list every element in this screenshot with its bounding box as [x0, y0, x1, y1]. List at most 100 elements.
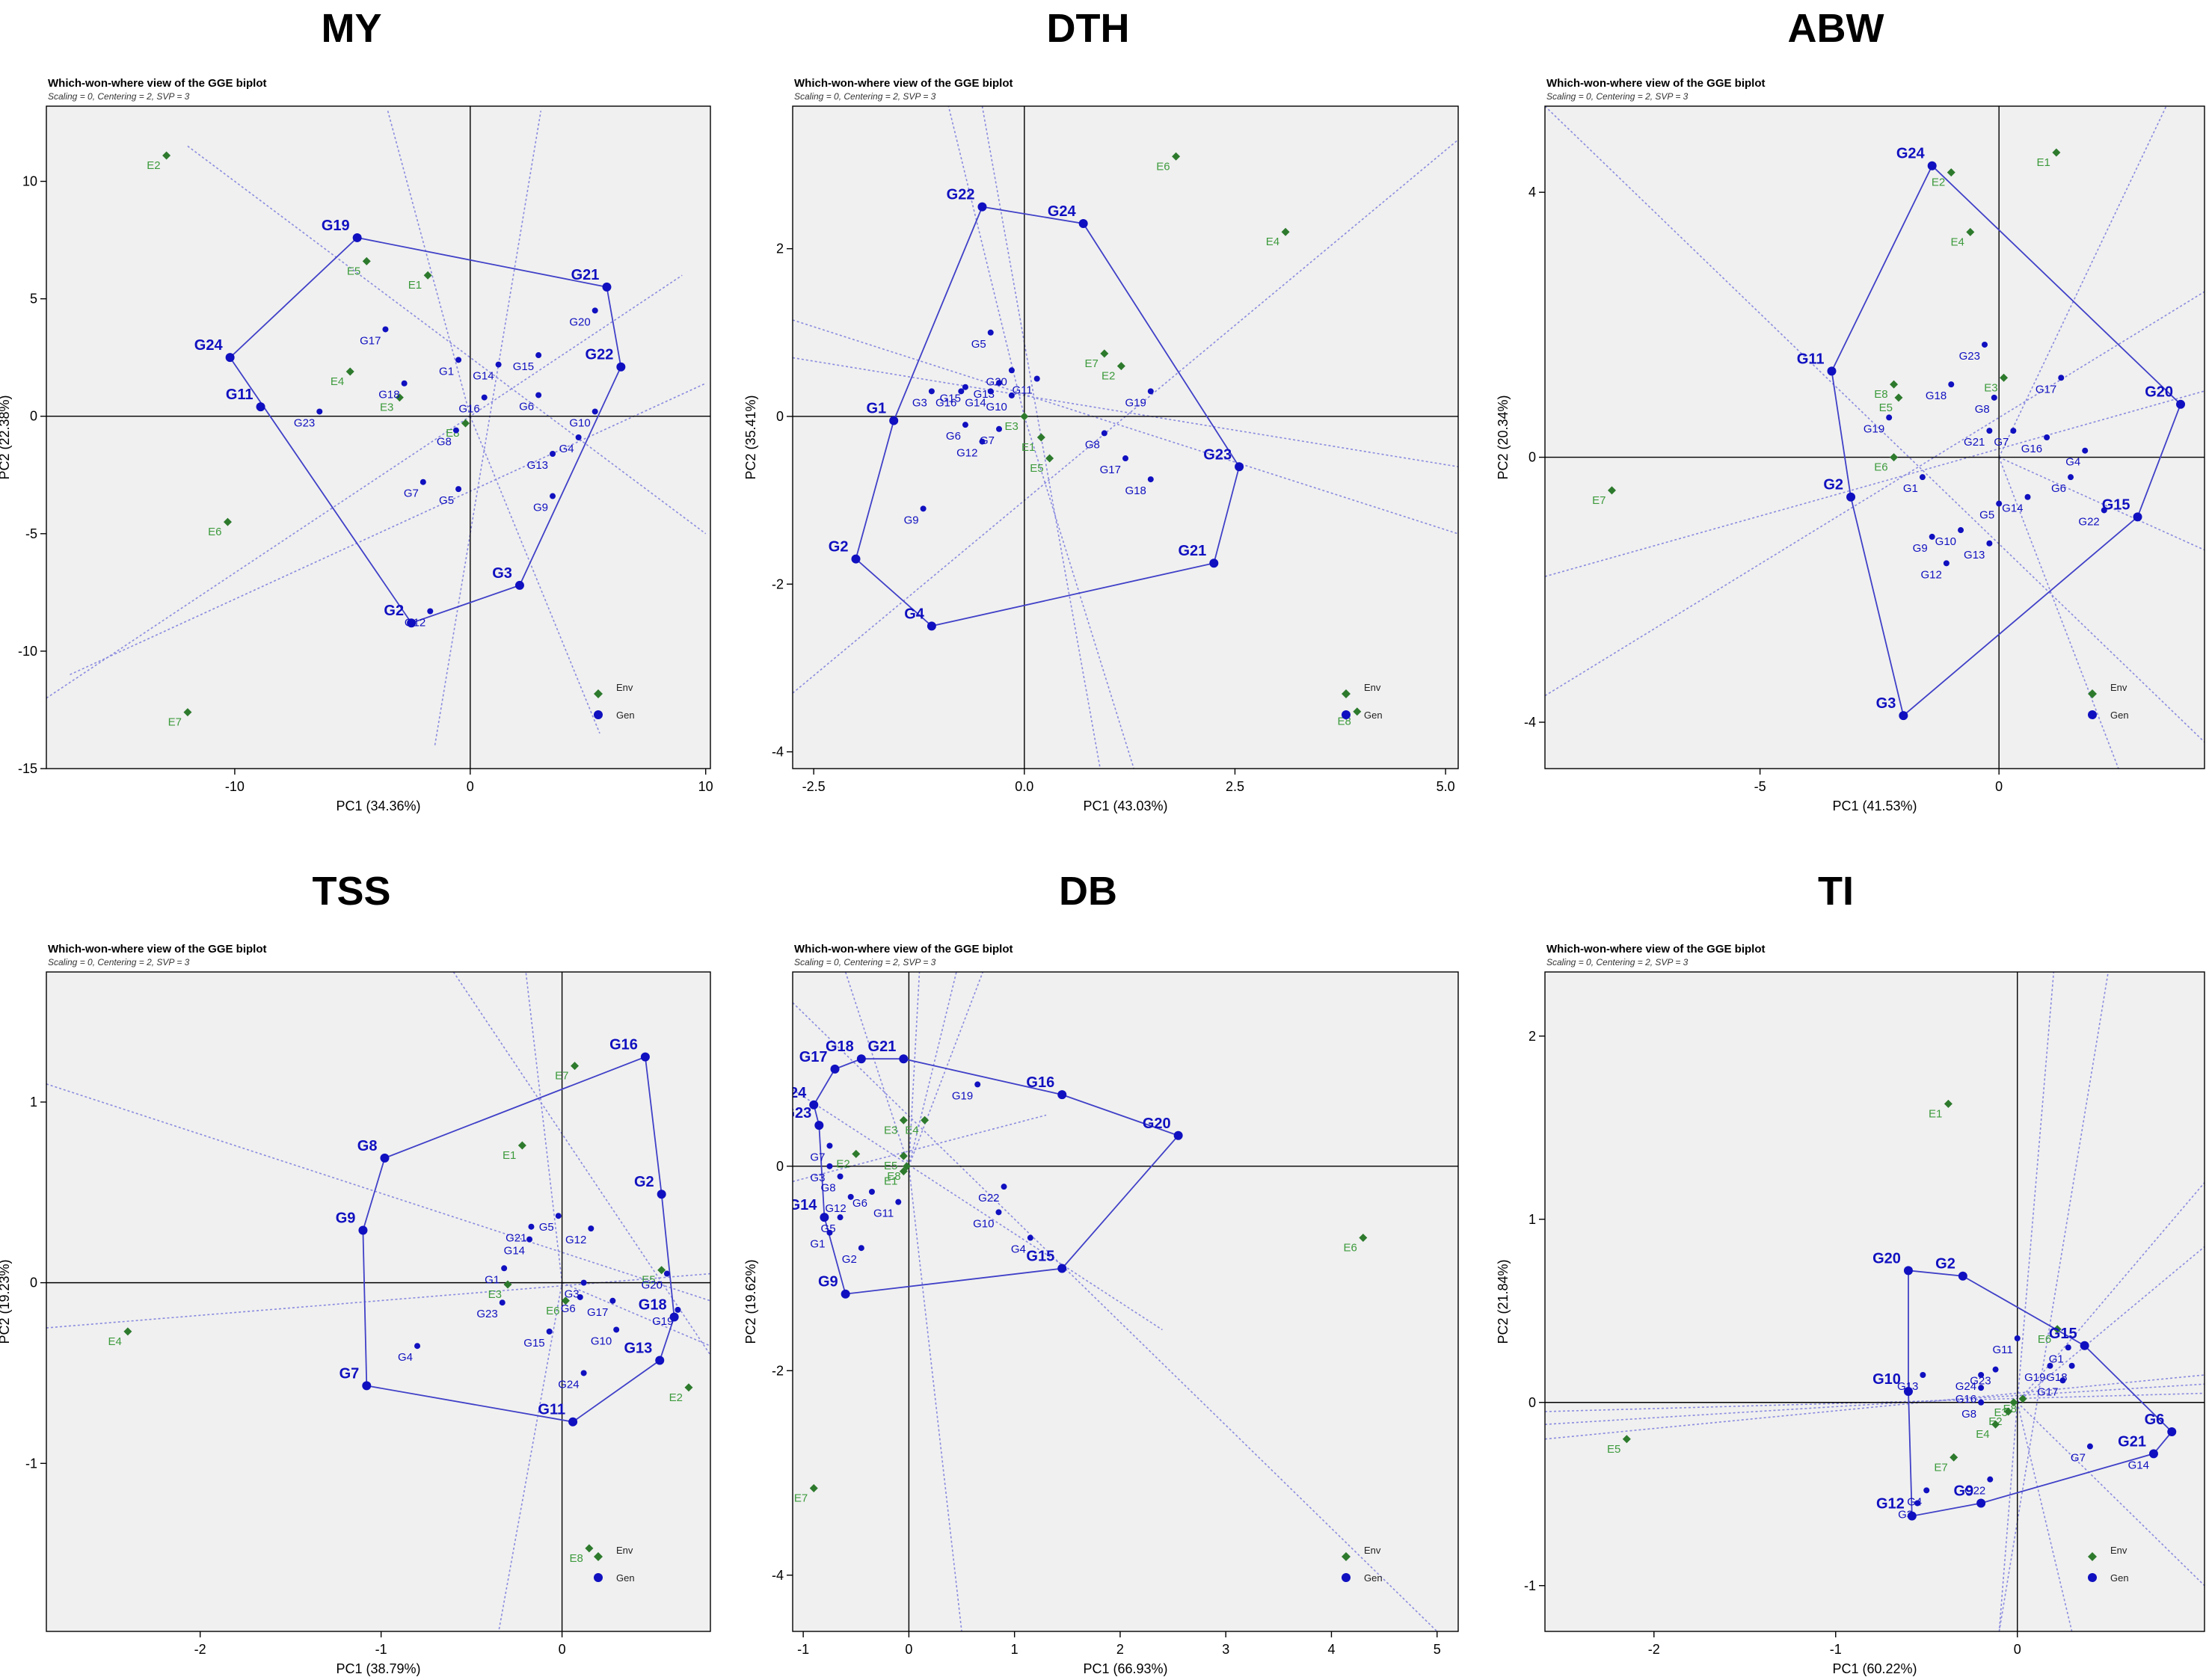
- env-label: E3: [1004, 420, 1018, 433]
- gen-marker: [499, 1299, 506, 1306]
- gen-label: G8: [1961, 1408, 1976, 1421]
- env-label: E5: [884, 1160, 897, 1172]
- x-tick-label: 0: [2014, 1642, 2021, 1657]
- gen-marker: [820, 1213, 829, 1222]
- gen-label: G6: [519, 400, 534, 413]
- gen-marker: [535, 352, 542, 359]
- gen-label: G18: [826, 1039, 854, 1055]
- gen-marker: [889, 416, 899, 425]
- gen-label: G5: [1979, 509, 1994, 522]
- env-label: E4: [1950, 236, 1964, 248]
- env-label: E5: [642, 1274, 655, 1287]
- y-axis-label: PC2 (19.62%): [743, 1259, 758, 1344]
- gen-label: G5: [439, 494, 454, 507]
- gen-marker: [580, 1279, 587, 1286]
- env-label: E5: [1607, 1443, 1620, 1456]
- gen-marker: [2065, 1344, 2071, 1351]
- gen-label: G12: [825, 1202, 846, 1215]
- env-label: E6: [1874, 461, 1887, 474]
- y-axis-label: PC2 (19.23%): [0, 1259, 12, 1344]
- gen-marker: [962, 384, 968, 390]
- gen-marker: [588, 1225, 594, 1232]
- gen-label: G12: [1876, 1496, 1905, 1513]
- gen-marker: [2014, 1335, 2021, 1341]
- gen-label: G10: [986, 401, 1007, 413]
- legend-env-marker: [1342, 1552, 1351, 1561]
- gen-label: G22: [947, 187, 975, 203]
- panel-heading: ABW: [1788, 6, 1884, 51]
- gen-label: G10: [591, 1335, 612, 1347]
- env-marker: [585, 1544, 594, 1553]
- gen-marker: [501, 1265, 508, 1272]
- env-label: E3: [884, 1124, 897, 1136]
- sector-line: [947, 106, 1025, 417]
- env-marker: [1172, 152, 1181, 161]
- gen-label: G12: [565, 1234, 586, 1246]
- legend-env-label: Env: [1364, 1545, 1381, 1556]
- gen-marker: [657, 1190, 666, 1199]
- legend-env-marker: [1342, 689, 1351, 698]
- env-label: E7: [794, 1492, 808, 1505]
- gen-marker: [455, 357, 462, 363]
- gen-marker: [550, 493, 556, 499]
- gen-marker: [996, 380, 1003, 387]
- env-label: E3: [488, 1288, 502, 1301]
- env-marker: [852, 1149, 861, 1158]
- x-axis-label: PC1 (38.79%): [336, 1661, 420, 1676]
- gen-marker: [2080, 1341, 2089, 1350]
- panel-heading: TI: [1818, 869, 1854, 914]
- gen-label: G14: [473, 370, 494, 383]
- x-tick-label: 0: [559, 1642, 566, 1657]
- legend-gen-label: Gen: [2110, 1572, 2129, 1584]
- sector-line: [793, 1002, 1438, 1631]
- env-marker: [461, 419, 470, 428]
- sector-line: [908, 972, 921, 1166]
- env-label: E6: [208, 526, 221, 538]
- biplot-subtitle: Scaling = 0, Centering = 2, SVP = 3: [794, 957, 936, 967]
- y-tick-label: 0: [776, 1159, 784, 1174]
- gen-label: G14: [965, 396, 986, 409]
- gen-label: G2: [634, 1174, 654, 1190]
- y-tick-label: -4: [772, 1568, 784, 1583]
- gen-marker: [1008, 367, 1015, 374]
- env-marker: [1353, 707, 1362, 716]
- gen-marker: [455, 486, 462, 493]
- env-marker: [1020, 412, 1029, 421]
- gen-label: G24: [194, 337, 224, 354]
- gen-marker: [546, 1328, 553, 1335]
- env-marker: [2004, 1407, 2013, 1416]
- env-label: E5: [347, 265, 360, 277]
- gen-label: G2: [829, 539, 849, 556]
- plot-frame: [46, 105, 711, 769]
- env-marker: [1991, 1420, 2000, 1429]
- plot-frame: [1544, 105, 2205, 769]
- gen-label: G14: [789, 1197, 818, 1213]
- env-label: E8: [1874, 388, 1887, 401]
- gen-label: G11: [873, 1207, 894, 1220]
- gen-marker: [2101, 507, 2107, 514]
- gen-marker: [380, 1153, 390, 1163]
- gen-label: G8: [1085, 438, 1100, 451]
- y-axis-label: PC2 (20.34%): [1496, 395, 1511, 479]
- gen-label: G19: [2024, 1371, 2045, 1384]
- gen-marker: [2047, 1362, 2053, 1369]
- env-marker: [362, 256, 371, 265]
- panel-heading: DTH: [1047, 6, 1130, 51]
- gen-label: G10: [569, 416, 590, 429]
- gen-label: G16: [1955, 1393, 1976, 1406]
- gen-label: G22: [2078, 515, 2099, 528]
- gen-marker: [2133, 512, 2142, 522]
- env-marker: [1045, 454, 1054, 463]
- panel-heading: DB: [1059, 869, 1117, 914]
- gen-marker: [1914, 1500, 1921, 1507]
- y-tick-label: -5: [25, 526, 37, 541]
- gen-marker: [920, 505, 927, 512]
- gen-label: G4: [1011, 1243, 1026, 1256]
- legend-gen-marker: [2088, 1573, 2097, 1582]
- gen-marker: [847, 1193, 854, 1200]
- gen-label: G15: [2049, 1326, 2077, 1342]
- gen-marker: [580, 1370, 587, 1376]
- sector-line: [1998, 972, 2110, 1631]
